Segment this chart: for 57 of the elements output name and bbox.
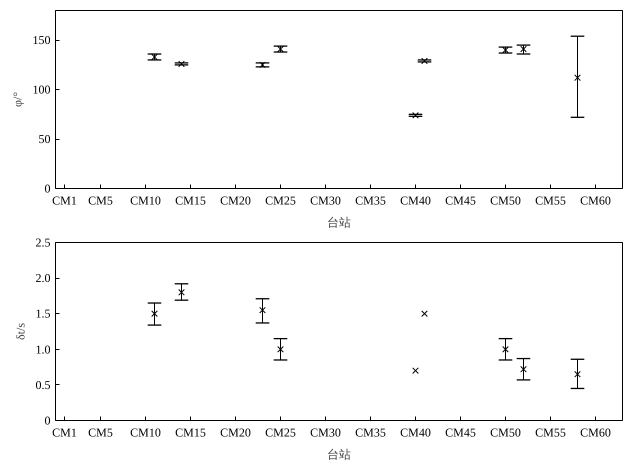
x-tick-label: CM30 [310, 194, 341, 208]
point [574, 74, 581, 82]
point [412, 367, 419, 374]
y-tick-label: 100 [32, 82, 50, 97]
y-tick-label: 50 [38, 132, 50, 146]
x-tick-label: CM45 [445, 426, 476, 440]
x-tick-label: CM10 [130, 194, 161, 208]
x-tick-label: CM55 [535, 426, 566, 440]
y-tick-label: 1.5 [36, 306, 50, 321]
y-tick-label: 0 [44, 182, 50, 196]
x-tick-label: CM15 [175, 194, 206, 208]
y-tick-label: 0.5 [36, 378, 50, 392]
x-tick-label: CM25 [265, 426, 296, 440]
point [259, 306, 266, 314]
y-tick-label: 150 [32, 33, 50, 48]
point [151, 54, 158, 60]
point [502, 346, 509, 353]
y-axis-title: δt/s [14, 322, 28, 340]
x-tick-label: CM60 [580, 194, 611, 208]
point [178, 289, 185, 296]
x-tick-label: CM35 [355, 426, 386, 440]
x-tick-label: CM5 [88, 426, 113, 440]
y-axis-title: φ/° [10, 92, 24, 108]
x-tick-label: CM40 [400, 426, 431, 440]
y-tick-label: 1.0 [36, 342, 50, 356]
point [520, 366, 527, 373]
x-axis-title: 台站 [327, 216, 351, 230]
x-tick-label: CM20 [220, 194, 251, 208]
x-tick-label: CM1 [52, 194, 77, 208]
x-tick-label: CM35 [355, 194, 386, 208]
x-tick-label: CM15 [175, 426, 206, 440]
x-axis-title: 台站 [327, 448, 351, 462]
x-tick-label: CM40 [400, 194, 431, 208]
point [574, 370, 581, 378]
x-tick-label: CM10 [130, 426, 161, 440]
x-tick-label: CM20 [220, 426, 251, 440]
x-tick-label: CM30 [310, 426, 341, 440]
point [421, 310, 428, 318]
y-tick-label: 0 [44, 414, 50, 428]
x-tick-label: CM50 [490, 194, 521, 208]
x-tick-label: CM50 [490, 426, 521, 440]
point [277, 46, 284, 52]
point [178, 60, 185, 68]
x-tick-label: CM1 [52, 426, 77, 440]
x-tick-label: CM25 [265, 194, 296, 208]
y-tick-label: 2.0 [36, 271, 50, 286]
x-tick-label: CM60 [580, 426, 611, 440]
x-tick-label: CM55 [535, 194, 566, 208]
x-tick-label: CM45 [445, 194, 476, 208]
x-tick-label: CM5 [88, 194, 113, 208]
y-tick-label: 2.5 [36, 236, 50, 250]
point [520, 46, 527, 52]
point [502, 46, 509, 54]
point [151, 310, 158, 318]
point [277, 346, 284, 353]
point [421, 58, 428, 64]
point [412, 112, 419, 119]
